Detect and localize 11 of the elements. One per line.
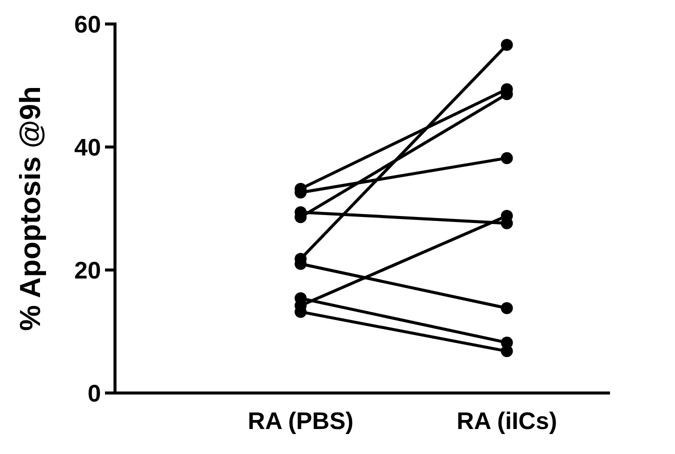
y-tick-label: 0: [88, 380, 101, 408]
point: [500, 345, 513, 358]
y-tick-label: 20: [74, 257, 101, 284]
point: [500, 38, 513, 51]
y-tick-label: 60: [74, 11, 101, 38]
point: [500, 152, 513, 164]
y-axis-title: % Apoptosis @9h: [15, 86, 47, 331]
x-tick-label: RA (PBS): [248, 408, 354, 435]
y-tick-label: 40: [74, 134, 101, 162]
x-tick-label: RA (iICs): [456, 408, 558, 435]
point: [500, 302, 513, 314]
